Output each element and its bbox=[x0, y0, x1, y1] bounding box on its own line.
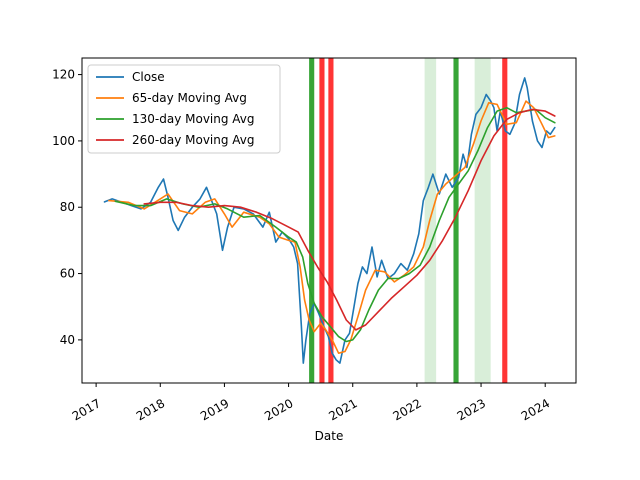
x-tick-label: 2023 bbox=[455, 396, 488, 423]
x-tick-label: 2018 bbox=[134, 396, 167, 423]
highlight-bands bbox=[309, 58, 508, 383]
y-tick-label: 100 bbox=[52, 134, 75, 148]
y-tick-label: 120 bbox=[52, 68, 75, 82]
y-tick-label: 80 bbox=[60, 200, 75, 214]
x-tick-label: 2024 bbox=[519, 396, 552, 423]
y-axis-ticks: 40 60 80 100 120 bbox=[52, 68, 82, 347]
x-tick-label: 2017 bbox=[70, 396, 103, 423]
x-tick-label: 2019 bbox=[198, 396, 231, 423]
y-tick-label: 40 bbox=[60, 333, 75, 347]
series-line-1 bbox=[103, 77, 556, 364]
x-axis-ticks: 2017 2018 2019 2020 2021 2022 2023 2024 bbox=[70, 383, 552, 424]
y-tick-label: 60 bbox=[60, 267, 75, 281]
legend-label: 260-day Moving Avg bbox=[132, 133, 255, 147]
plot-frame bbox=[81, 57, 577, 384]
highlight-band bbox=[474, 58, 491, 383]
series-line-2 bbox=[108, 100, 556, 354]
legend-label: 65-day Moving Avg bbox=[132, 91, 247, 105]
highlight-band bbox=[502, 58, 508, 383]
series-line-4 bbox=[143, 108, 556, 331]
legend: Close 65-day Moving Avg 130-day Moving Avg… bbox=[87, 64, 281, 154]
x-tick-label: 2022 bbox=[390, 396, 423, 423]
series-line-3 bbox=[114, 106, 556, 343]
highlight-band bbox=[328, 58, 334, 383]
highlight-band bbox=[309, 58, 315, 383]
highlight-band bbox=[453, 58, 459, 383]
legend-box bbox=[87, 64, 281, 154]
x-axis-label: Date bbox=[315, 429, 344, 443]
highlight-band bbox=[319, 58, 325, 383]
legend-label: 130-day Moving Avg bbox=[132, 112, 255, 126]
series-lines bbox=[103, 77, 556, 364]
x-tick-label: 2021 bbox=[326, 396, 359, 423]
x-tick-label: 2020 bbox=[262, 396, 295, 423]
legend-label: Close bbox=[132, 70, 165, 84]
